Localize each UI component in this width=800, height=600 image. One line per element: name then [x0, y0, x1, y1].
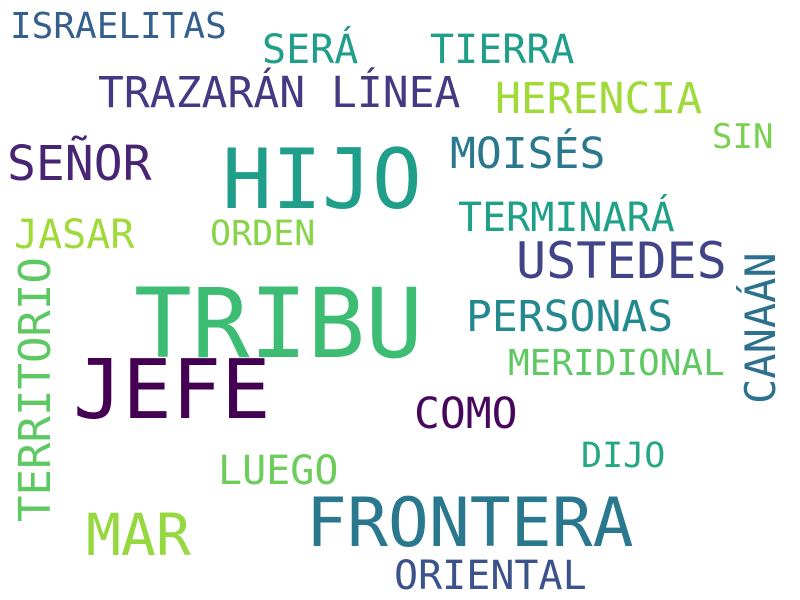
word-jefe: JEFE [73, 343, 271, 438]
word-mar: MAR [86, 501, 191, 569]
word-jasar: JASAR [14, 212, 135, 258]
word-moises: MOISÉS [450, 129, 606, 179]
word-dijo: DIJO [581, 436, 666, 476]
word-canaan: CANAÁN [736, 252, 785, 404]
word-herencia: HERENCIA [495, 74, 703, 124]
word-frontera: FRONTERA [306, 484, 634, 563]
word-meridional: MERIDIONAL [508, 343, 725, 384]
word-israelitas: ISRAELITAS [10, 6, 227, 47]
word-terminara: TERMINARÁ [458, 195, 675, 241]
word-hijo: HIJO [222, 131, 422, 228]
word-tierra: TIERRA [430, 27, 575, 73]
word-sera: SERÁ [262, 27, 359, 73]
word-oriental: ORIENTAL [394, 553, 587, 599]
word-como: COMO [414, 389, 518, 439]
word-ustedes: USTEDES [516, 232, 727, 290]
word-orden: ORDEN [210, 214, 316, 254]
word-luego: LUEGO [218, 448, 339, 494]
word-tribu: TRIBU [134, 268, 423, 380]
word-sin: SIN [712, 117, 774, 157]
word-senor: SEÑOR [7, 136, 152, 192]
word-personas: PERSONAS [466, 292, 674, 342]
word-trazaran-linea: TRAZARÁN LÍNEA [98, 68, 461, 118]
word-territorio: TERRITORIO [10, 257, 61, 522]
